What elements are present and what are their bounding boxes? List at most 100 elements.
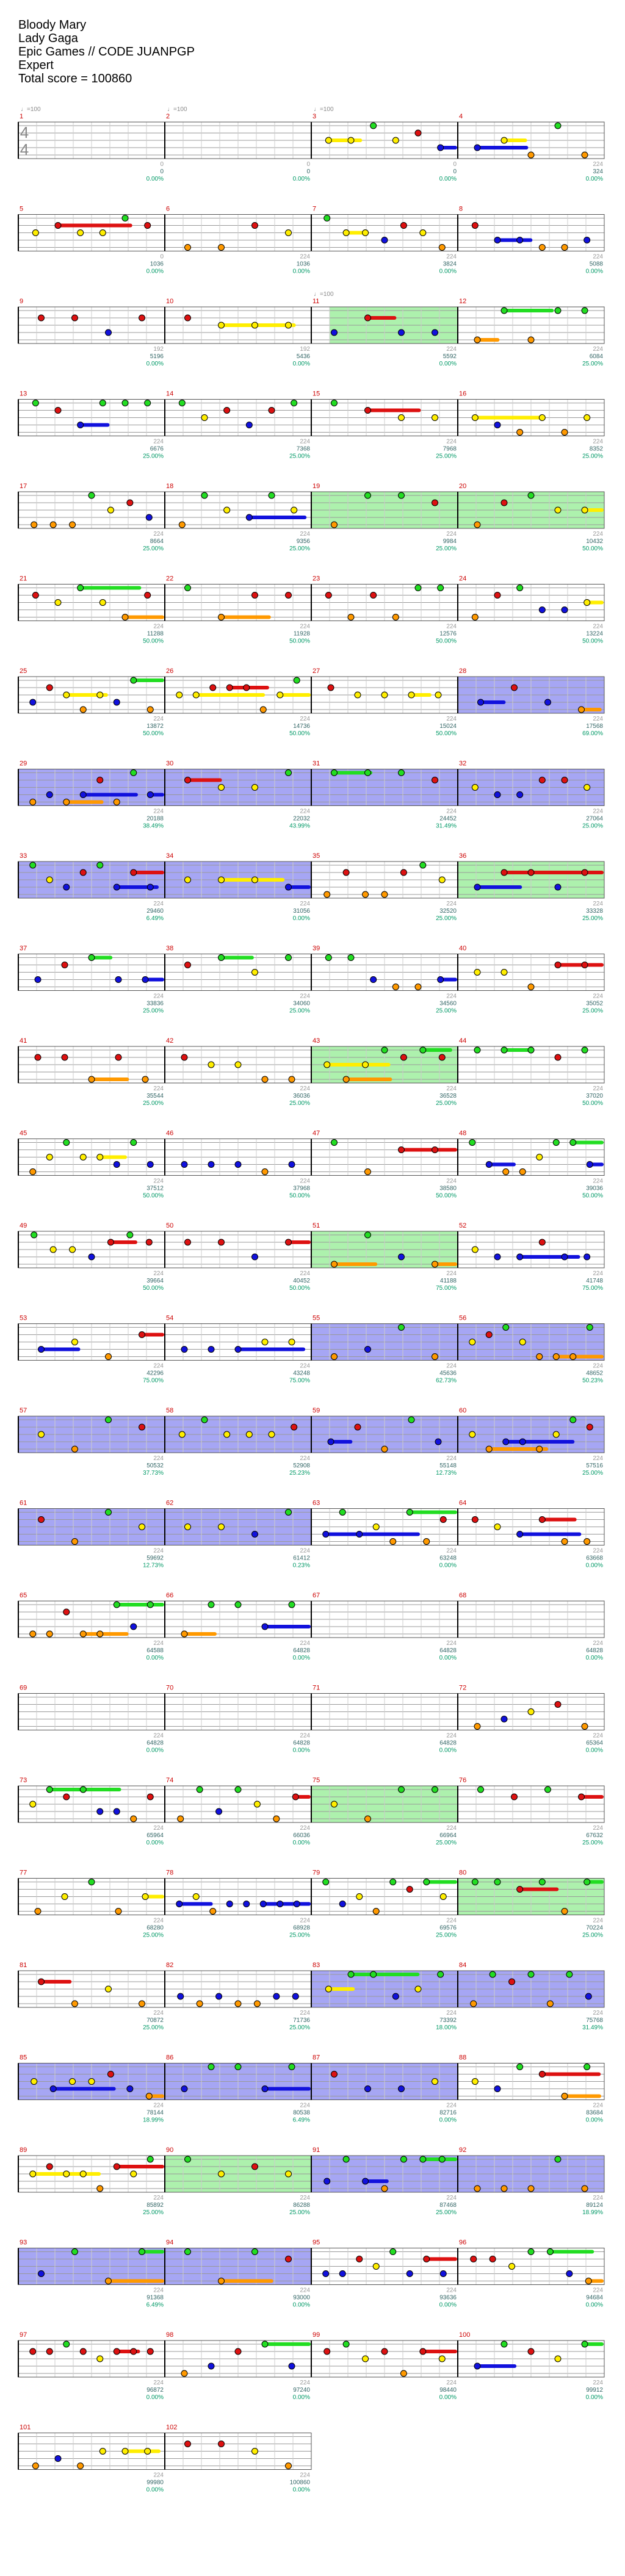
measure-number: 13 <box>20 390 27 398</box>
note-gem <box>381 1445 388 1453</box>
measure-score: 64828 <box>146 1740 164 1747</box>
note-gem <box>31 1231 38 1239</box>
note-gem <box>511 684 518 691</box>
note-gem <box>288 2063 295 2070</box>
note-gem <box>364 769 371 776</box>
note-gem <box>552 1353 560 1360</box>
note-gem <box>79 1154 87 1160</box>
note-gem <box>339 1901 346 1907</box>
note-gem <box>105 1353 112 1360</box>
measure-percent: 6.49% <box>146 915 164 922</box>
measure-number: 6 <box>166 206 170 213</box>
note-gem <box>364 492 371 499</box>
measure-tick: 224 <box>300 1270 310 1277</box>
note-gem <box>184 2441 191 2447</box>
note-gem <box>566 1971 573 1978</box>
measure-score: 83684 <box>586 2110 603 2117</box>
note-gem <box>71 1538 78 1545</box>
note-gem <box>471 1246 479 1253</box>
note-gem <box>234 1061 242 1068</box>
measure-number: 2 <box>166 113 170 120</box>
note-gem <box>474 883 481 891</box>
note-gem <box>31 2078 38 2085</box>
note-gem <box>288 2362 295 2370</box>
measure-percent: 0.00% <box>146 1747 164 1754</box>
note-gem <box>398 1253 405 1261</box>
note-gem <box>146 791 154 798</box>
measure-percent: 0.00% <box>293 2487 310 2494</box>
total-score: Total score = 100860 <box>18 72 132 85</box>
note-gem <box>243 684 250 691</box>
measure-number: 21 <box>20 575 27 583</box>
note-gem <box>63 883 70 891</box>
note-gem <box>184 585 191 591</box>
measure-number: 89 <box>20 2146 27 2154</box>
note-gem <box>470 2256 477 2262</box>
measure-tick: 224 <box>593 531 603 538</box>
note-gem <box>469 1139 476 1146</box>
note-gem <box>331 1261 338 1268</box>
measure-percent: 25.00% <box>582 915 603 922</box>
measure-tick: 224 <box>446 993 457 1000</box>
measure-score: 324 <box>593 168 603 175</box>
note-gem <box>406 2270 413 2277</box>
measure-tick: 224 <box>153 439 164 445</box>
measure-tick: 224 <box>593 1918 603 1924</box>
note-gem <box>485 1445 493 1453</box>
measure-score: 5592 <box>443 353 457 360</box>
measure-score: 96872 <box>146 2387 164 2394</box>
note-gem <box>469 1339 476 1345</box>
note-gem <box>322 1879 330 1885</box>
note-gem <box>113 2348 120 2355</box>
measure-tick: 224 <box>153 1640 164 1647</box>
note-gem <box>370 1971 377 1978</box>
measure-percent: 75.00% <box>289 1378 310 1384</box>
note-gem <box>500 499 508 506</box>
note-gem <box>438 1054 446 1061</box>
measure-score: 64828 <box>439 1647 457 1654</box>
note-gem <box>54 222 62 229</box>
measure-percent: 25.00% <box>143 2209 164 2216</box>
note-gem <box>485 1331 493 1338</box>
measure-percent: 12.73% <box>143 1563 164 1569</box>
measure-score: 45636 <box>439 1370 457 1377</box>
note-gem <box>323 2178 331 2185</box>
measure-number: 60 <box>459 1407 466 1414</box>
measure-score: 43248 <box>293 1370 310 1377</box>
measure-tick: 224 <box>593 993 603 1000</box>
measure-number: 34 <box>166 852 173 860</box>
note-gem <box>208 1061 215 1068</box>
note-gem <box>144 592 151 599</box>
note-gem <box>245 422 253 428</box>
note-gem <box>516 791 524 798</box>
note-gem <box>184 1524 191 1530</box>
measure-tick: 0 <box>160 161 164 168</box>
note-gem <box>527 1708 535 1715</box>
note-gem <box>208 2063 215 2070</box>
measure-percent: 25.00% <box>143 2024 164 2031</box>
note-gem <box>29 862 37 869</box>
measure-score: 12576 <box>439 631 457 638</box>
note-gem <box>325 137 332 144</box>
measure-tick: 224 <box>446 808 457 815</box>
measure-number: 53 <box>20 1315 27 1322</box>
note-gem <box>323 1061 331 1068</box>
measure-score: 0 <box>306 168 310 175</box>
note-gem <box>145 514 153 521</box>
measure-number: 94 <box>166 2239 173 2247</box>
measure-score: 11928 <box>294 631 311 638</box>
note-gem <box>79 706 87 713</box>
note-gem <box>362 891 369 898</box>
measure-number: 73 <box>20 1777 27 1784</box>
note-gem <box>71 314 78 322</box>
measure-number: 69 <box>20 1685 27 1692</box>
note-gem <box>554 962 562 968</box>
note-gem <box>146 1793 154 1801</box>
measure-score: 68928 <box>293 1925 310 1932</box>
note-gem <box>234 2348 242 2355</box>
note-gem <box>432 1146 438 1153</box>
note-gem <box>322 1531 330 1538</box>
measure-score: 20188 <box>146 816 164 822</box>
measure-number: 12 <box>459 298 466 305</box>
tempo-marker: ♩=100 <box>314 291 334 298</box>
